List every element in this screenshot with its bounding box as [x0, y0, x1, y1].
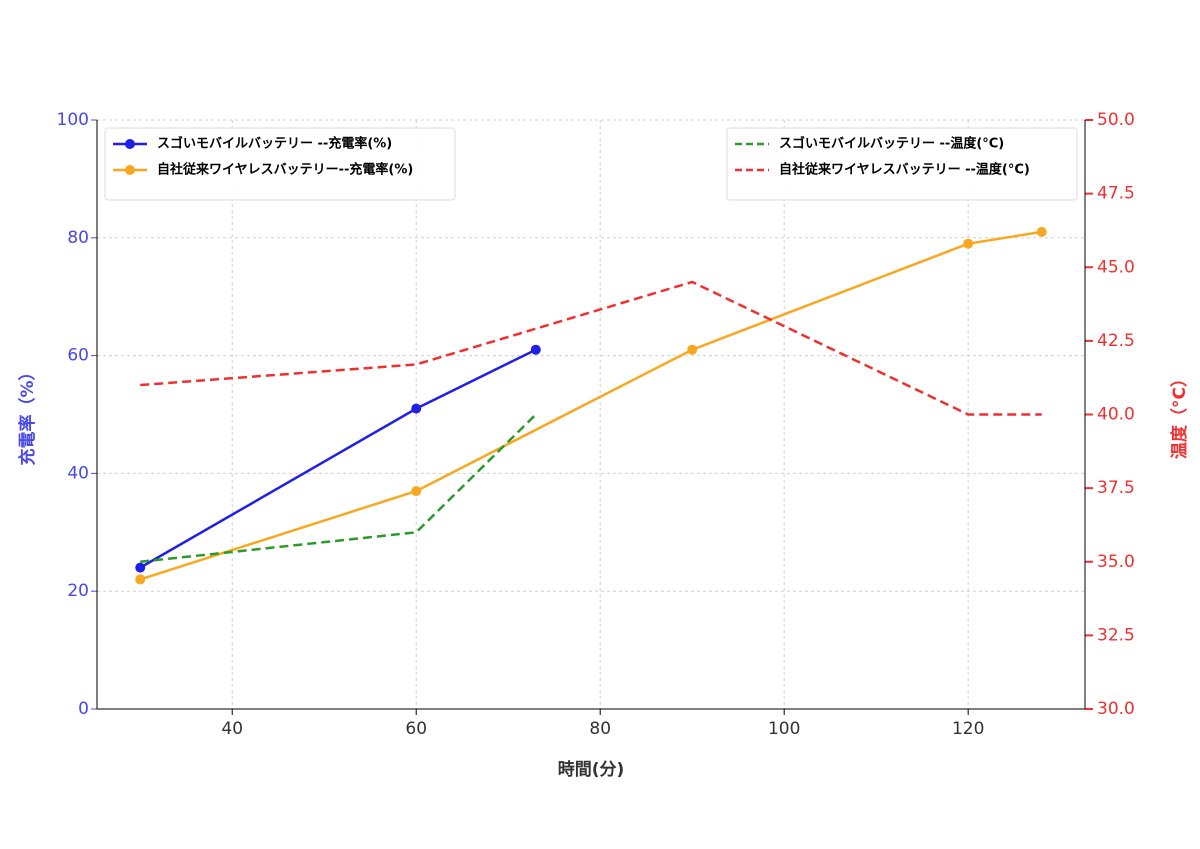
- point: [1036, 226, 1047, 237]
- y2-tick-label: 50.0: [1097, 110, 1135, 130]
- y-tick-label: 60: [67, 346, 89, 366]
- point: [963, 238, 974, 249]
- y2-tick-label: 30.0: [1097, 699, 1135, 719]
- series-line: [140, 413, 537, 563]
- y-tick-label: 100: [57, 110, 89, 130]
- y2-tick-label: 32.5: [1097, 625, 1135, 645]
- legend-marker: [125, 165, 135, 175]
- x-axis-label: 時間(分): [558, 759, 625, 780]
- legend-label: 自社従来ワイヤレスバッテリー--充電率(%): [157, 162, 413, 178]
- x-tick-label: 120: [952, 719, 984, 739]
- legend-marker: [125, 139, 135, 149]
- legend-label: スゴいモバイルバッテリー --充電率(%): [157, 136, 392, 152]
- point: [530, 344, 541, 355]
- legend: スゴいモバイルバッテリー --温度(°C) 自社従来ワイヤレスバッテリー --温度…: [726, 127, 1078, 201]
- y2-tick-label: 35.0: [1097, 552, 1135, 572]
- y2-tick-label: 47.5: [1097, 184, 1135, 204]
- y2-axis-label: 温度（°C）: [1169, 370, 1190, 459]
- y2-tick-label: 40.0: [1097, 405, 1135, 425]
- x-tick-label: 60: [405, 719, 427, 739]
- y2-tick-label: 37.5: [1097, 478, 1135, 498]
- x-tick-label: 100: [768, 719, 800, 739]
- point: [135, 574, 146, 585]
- y2-tick-label: 45.0: [1097, 257, 1135, 277]
- y2-tick-label: 42.5: [1097, 331, 1135, 351]
- y-tick-label: 20: [67, 581, 89, 601]
- legend: スゴいモバイルバッテリー --充電率(%) 自社従来ワイヤレスバッテリー--充電率…: [104, 127, 456, 201]
- y-tick-label: 40: [67, 463, 89, 483]
- legend-label: スゴいモバイルバッテリー --温度(°C): [779, 136, 1004, 152]
- y-tick-label: 80: [67, 228, 89, 248]
- series-line: [139, 348, 537, 569]
- point: [411, 486, 422, 497]
- y-axis-label: 充電率（%）: [17, 363, 38, 465]
- x-tick-label: 80: [589, 719, 611, 739]
- y-tick-label: 0: [78, 699, 89, 719]
- point: [411, 403, 422, 414]
- series-line: [139, 230, 1042, 581]
- point: [687, 344, 698, 355]
- legend-label: 自社従来ワイヤレスバッテリー --温度(°C): [779, 162, 1030, 178]
- point: [135, 562, 146, 573]
- series-line: [140, 280, 1042, 416]
- legend-box: [726, 127, 1078, 201]
- x-tick-label: 40: [221, 719, 243, 739]
- legend-box: [104, 127, 456, 201]
